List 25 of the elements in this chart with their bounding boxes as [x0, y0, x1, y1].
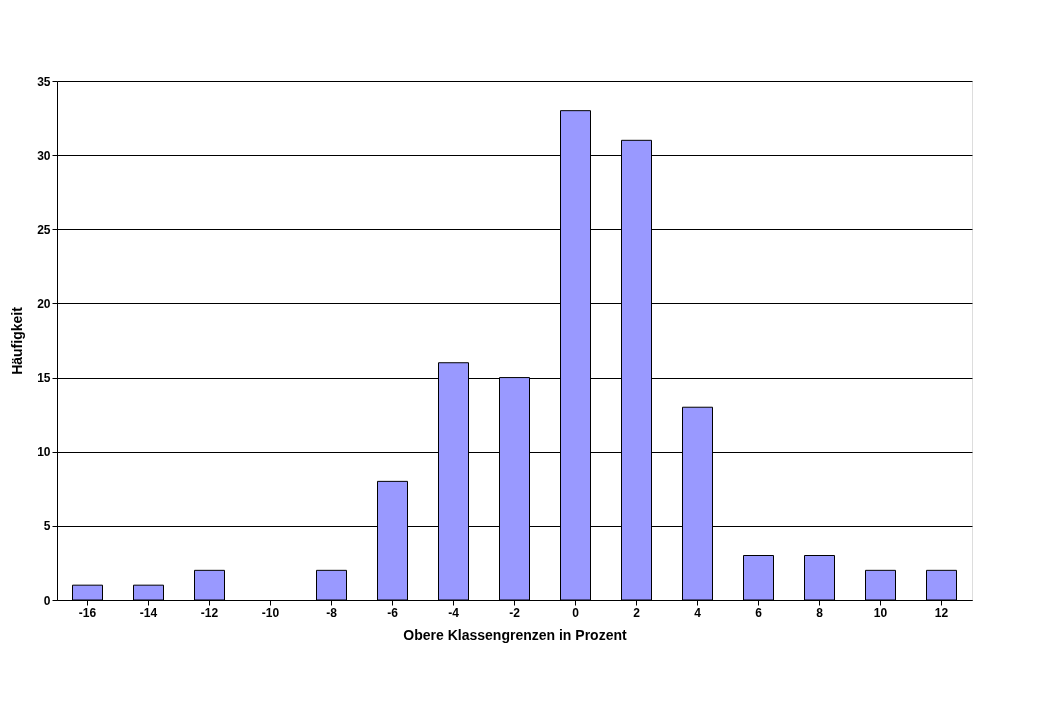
- x-tick-label: -2: [509, 605, 521, 620]
- x-tick-label: 8: [816, 605, 824, 620]
- y-tick-label: 30: [37, 148, 51, 163]
- x-tick-label: 10: [873, 605, 888, 620]
- y-tick-label: 0: [43, 593, 51, 608]
- x-tick-label: 6: [755, 605, 763, 620]
- x-tick-label: -8: [326, 605, 338, 620]
- x-tick-label: 0: [572, 605, 580, 620]
- y-tick-label: 35: [37, 74, 51, 89]
- x-tick-label: 2: [633, 605, 641, 620]
- x-tick-label: -12: [200, 605, 219, 620]
- x-tick-label: -4: [448, 605, 460, 620]
- x-tick-label: -14: [139, 605, 158, 620]
- x-tick-label: -10: [261, 605, 280, 620]
- x-tick-label: -16: [78, 605, 97, 620]
- x-tick-label: -6: [387, 605, 399, 620]
- y-tick-label: 20: [37, 296, 51, 311]
- x-axis-title: Obere Klassengrenzen in Prozent: [403, 626, 627, 643]
- x-tick-label: 4: [694, 605, 702, 620]
- x-tick-label: 12: [934, 605, 949, 620]
- y-tick-label: 25: [37, 222, 51, 237]
- y-tick-label: 15: [37, 371, 51, 386]
- y-tick-label: 5: [43, 519, 51, 534]
- y-tick-label: 10: [37, 445, 51, 460]
- y-axis-title: Häufigkeit: [9, 306, 26, 375]
